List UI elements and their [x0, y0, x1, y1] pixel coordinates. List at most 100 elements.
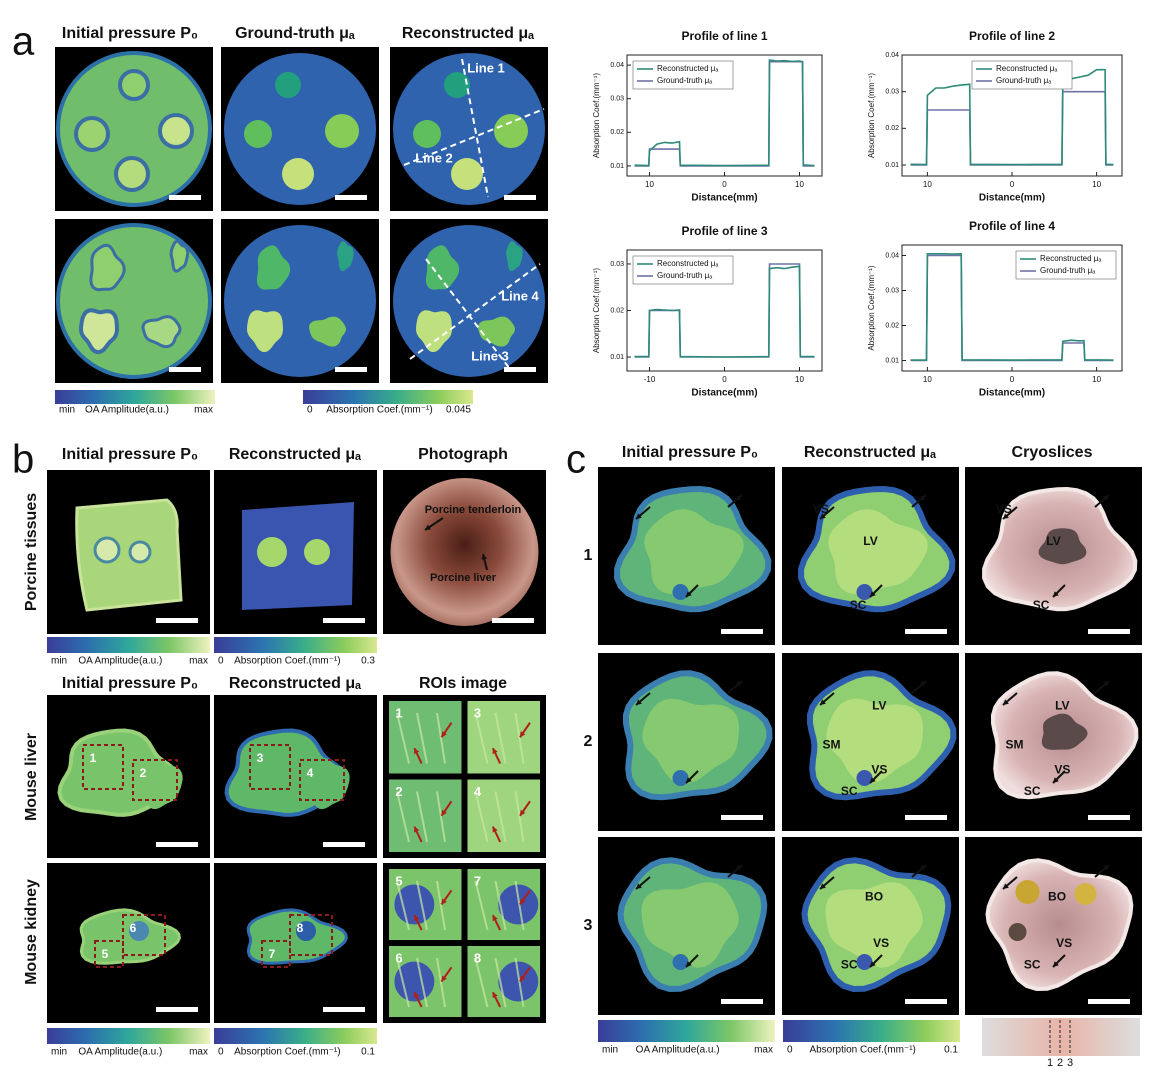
- texture: [416, 880, 428, 931]
- x-tick-label: 10: [1092, 180, 1101, 189]
- texture: [416, 712, 428, 764]
- tissue: [141, 757, 183, 810]
- structure-label: SC: [841, 957, 858, 971]
- colorbar: [303, 390, 473, 404]
- colorbar-max: max: [189, 1047, 208, 1058]
- shape: [856, 954, 873, 970]
- texture: [436, 712, 446, 764]
- shape: [128, 540, 152, 564]
- colorbar-max: 0.1: [361, 1047, 375, 1058]
- arrow-head: [492, 748, 498, 755]
- profile-curve: [634, 59, 815, 167]
- arrow-head: [820, 883, 826, 889]
- tissue: [141, 315, 182, 349]
- arrow-head: [441, 898, 447, 905]
- specimen-photo: [982, 1018, 1140, 1056]
- shape: [856, 584, 873, 600]
- roi-box: [299, 759, 345, 801]
- arrow-head: [636, 699, 642, 705]
- arrow-head: [414, 748, 420, 755]
- photograph: [390, 478, 539, 626]
- line-label: Line 3: [471, 348, 509, 363]
- row-label: 2: [584, 733, 593, 750]
- column-header: Initial pressure P₀: [62, 25, 198, 42]
- arrow-head: [520, 975, 526, 982]
- structure-label: LV: [863, 534, 877, 548]
- legend-label: Reconstructed μₐ: [1040, 254, 1102, 263]
- arrow-head: [920, 681, 926, 687]
- tissue: [506, 241, 523, 272]
- column-header: Reconstructed μₐ: [804, 444, 936, 461]
- colorbar-min: min: [51, 656, 67, 667]
- column-header: Reconstructed μₐ: [229, 446, 361, 463]
- scale-bar: [905, 999, 947, 1004]
- shape: [74, 116, 110, 152]
- colorbar-title: Absorption Coef.(mm⁻¹): [809, 1045, 915, 1056]
- column-header: Photograph: [418, 446, 508, 463]
- chart-title: Profile of line 3: [681, 224, 767, 238]
- texture: [494, 880, 507, 931]
- profile-curve: [910, 90, 1114, 166]
- colorbar-title: Absorption Coef.(mm⁻¹): [234, 656, 340, 667]
- structure-label: SM: [823, 738, 841, 752]
- line-label: Line 4: [501, 288, 539, 303]
- arrow-head: [414, 826, 420, 833]
- roi-number: 4: [307, 766, 314, 780]
- arrow-head: [520, 898, 526, 905]
- arrow-head: [1053, 591, 1059, 597]
- arrow-head: [414, 992, 420, 999]
- y-axis-label: Absorption Coef.(mm⁻¹): [592, 268, 601, 353]
- colorbar-title: OA Amplitude(a.u.): [85, 405, 169, 416]
- colorbar-min: min: [51, 1047, 67, 1058]
- structure-label: LV: [872, 699, 886, 713]
- arrow-head: [820, 699, 826, 705]
- texture: [514, 791, 525, 843]
- chart-title: Profile of line 2: [969, 29, 1055, 43]
- x-tick-label: 0: [722, 375, 727, 384]
- x-tick-label: 10: [923, 375, 932, 384]
- shape: [257, 537, 287, 567]
- panel-letter: a: [12, 20, 35, 64]
- structure-label: BO: [865, 890, 883, 904]
- structure-label: LV: [1055, 699, 1069, 713]
- line-label: Line 1: [467, 60, 505, 75]
- texture: [416, 957, 428, 1008]
- roi-tile: [467, 779, 540, 852]
- x-tick-label: 0: [722, 180, 727, 189]
- shape: [118, 69, 150, 101]
- arrow-head: [636, 883, 642, 889]
- line-label: Line 2: [415, 150, 453, 165]
- arrow-head: [870, 961, 876, 967]
- arrow-head: [425, 524, 431, 530]
- scale-bar: [156, 618, 198, 623]
- arrow-head: [481, 554, 488, 560]
- y-axis-label: Absorption Coef.(mm⁻¹): [867, 265, 876, 350]
- scale-bar: [905, 629, 947, 634]
- chart-title: Profile of line 4: [969, 219, 1055, 233]
- texture: [474, 957, 489, 1008]
- y-tick-label: 0.02: [610, 129, 624, 136]
- legend-box: [1015, 250, 1117, 280]
- arrow-head: [1003, 699, 1009, 705]
- x-tick-label: 10: [1092, 375, 1101, 384]
- x-axis-label: Distance(mm): [979, 388, 1045, 399]
- structure-label: VS: [996, 502, 1012, 516]
- roi-tile: [389, 701, 462, 774]
- texture: [514, 957, 525, 1008]
- colorbar-max: max: [194, 405, 213, 416]
- y-axis-label: Absorption Coef.(mm⁻¹): [592, 73, 601, 158]
- arrow-head: [441, 809, 447, 816]
- colorbar: [55, 390, 215, 404]
- texture: [436, 880, 446, 931]
- shape: [498, 961, 539, 1002]
- arrow-head: [441, 731, 447, 738]
- row-label: Mouse kidney: [23, 879, 40, 985]
- arrow-head: [736, 681, 742, 687]
- panel-letter: b: [12, 438, 34, 482]
- arrow-head: [1103, 495, 1109, 501]
- scale-bar: [504, 195, 536, 200]
- roi-number: 4: [474, 784, 482, 799]
- arrow-head: [520, 731, 526, 738]
- structure-label: VS: [813, 502, 829, 516]
- shape: [672, 954, 689, 970]
